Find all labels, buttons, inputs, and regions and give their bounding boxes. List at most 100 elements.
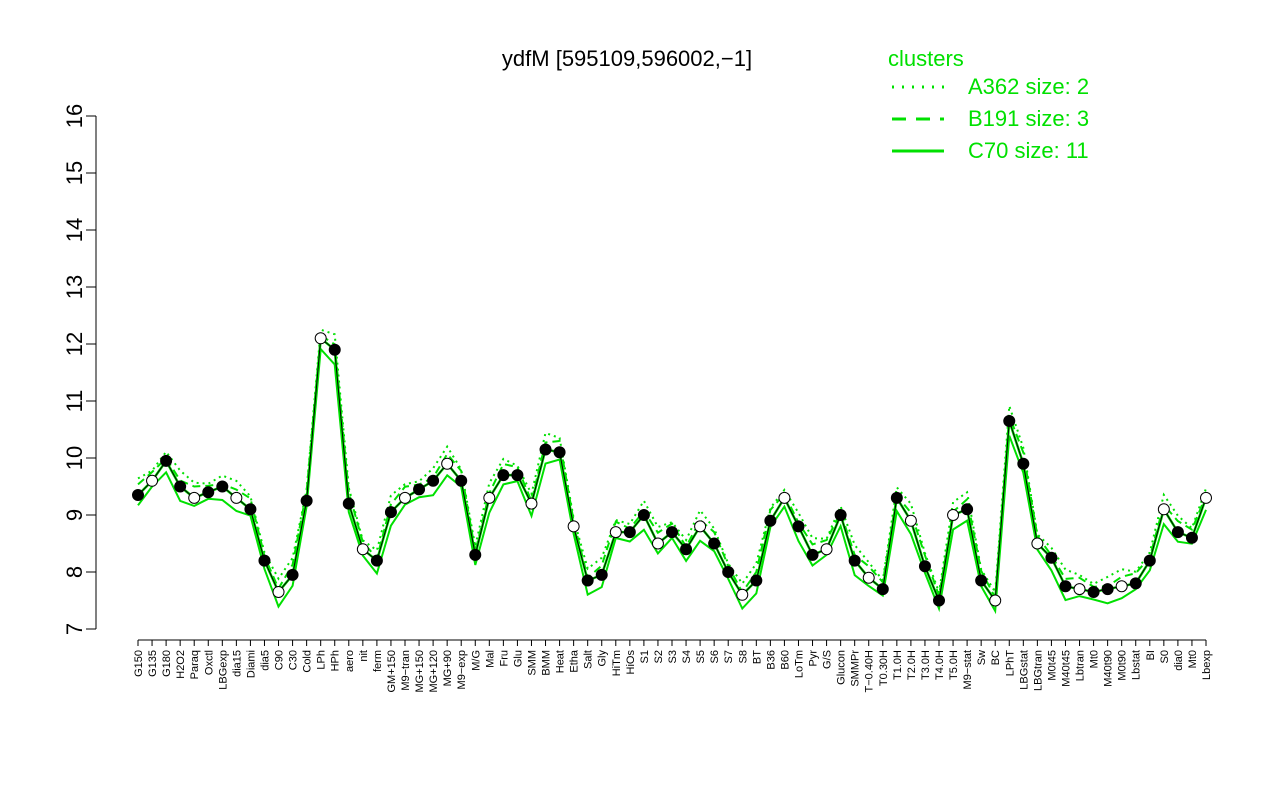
cluster-line-b191 [137, 333, 1207, 602]
data-point [890, 491, 903, 504]
y-tick-label: 14 [62, 218, 87, 242]
data-point [314, 332, 327, 345]
data-point [342, 497, 355, 510]
x-tick-label: M0t45 [1046, 650, 1058, 681]
x-tick-label: SMMPr [850, 650, 862, 687]
x-tick-label: G180 [161, 650, 173, 677]
data-point [1101, 583, 1114, 596]
x-tick-label: S2 [653, 650, 665, 663]
data-point [792, 520, 805, 533]
x-tick-label: Diami [245, 650, 257, 678]
x-tick-label: M40t45 [1060, 650, 1072, 687]
x-tick-label: Lbexp [1201, 650, 1213, 680]
x-tick-label: T5.0H [948, 650, 960, 680]
data-point [146, 474, 159, 487]
x-tick-label: MG+120 [428, 650, 440, 693]
data-point [1045, 551, 1058, 564]
legend-entry-label: A362 size: 2 [968, 74, 1089, 99]
x-tick-label: T−0.40H [864, 650, 876, 693]
x-tick-label: G/S [822, 650, 834, 669]
x-tick-label: BT [751, 650, 763, 664]
data-point [637, 509, 650, 521]
data-point [904, 514, 917, 527]
data-point [1017, 457, 1030, 470]
data-point [750, 574, 763, 587]
x-tick-label: G135 [147, 650, 159, 677]
x-tick-label: B36 [765, 650, 777, 670]
x-tick-label: BC [990, 650, 1002, 665]
data-point [778, 491, 791, 504]
chart-title: ydfM [595109,596002,−1] [502, 46, 752, 71]
data-point [455, 474, 468, 487]
data-point [666, 526, 678, 539]
x-tick-label: M9−stat [962, 650, 974, 689]
data-point [876, 583, 889, 596]
x-tick-label: S0 [1159, 650, 1171, 663]
data-point [399, 491, 411, 504]
x-tick-label: LPh [316, 650, 328, 670]
legend: clusters A362 size: 2 B191 size: 3 C70 siz… [888, 46, 1089, 163]
x-tick-label: S6 [709, 650, 721, 663]
data-point [722, 566, 735, 578]
x-tick-label: BMM [541, 650, 553, 676]
x-tick-label: Lbstat [1131, 650, 1143, 680]
data-point [567, 520, 580, 533]
data-point [975, 574, 988, 587]
data-point [680, 543, 693, 556]
data-point [216, 480, 229, 493]
x-tick-label: Glu [512, 650, 524, 667]
y-tick-label: 9 [62, 509, 87, 521]
y-tick-label: 16 [62, 104, 87, 128]
data-point [736, 588, 749, 601]
data-point [1073, 583, 1086, 596]
x-tick-label: S1 [639, 650, 651, 663]
x-tick-label: Sw [976, 650, 988, 665]
x-tick-label: dia15 [231, 650, 243, 677]
data-point [1129, 577, 1142, 590]
x-tick-label: aero [344, 650, 356, 672]
legend-title: clusters [888, 46, 964, 71]
data-point [623, 526, 636, 539]
data-point [132, 489, 144, 502]
data-point [174, 480, 187, 493]
x-tick-label: M40t90 [1103, 650, 1115, 687]
plot-area [132, 328, 1212, 615]
x-tick-label: Heat [555, 650, 567, 673]
x-tick-label: HPh [330, 650, 342, 671]
x-tick-label: Lbtran [1075, 650, 1087, 681]
x-tick-label: Gly [597, 650, 609, 667]
data-point [764, 514, 777, 527]
data-point [651, 537, 664, 550]
x-tick-label: S8 [737, 650, 749, 663]
data-point [581, 574, 594, 587]
data-point [384, 506, 397, 519]
x-tick-label: S5 [695, 650, 707, 663]
x-tick-label: dia5 [259, 650, 271, 671]
y-tick-label: 11 [62, 390, 87, 413]
cluster-line-c70-upper [137, 346, 1207, 615]
data-point [258, 554, 271, 567]
data-point [497, 469, 510, 482]
y-tick-label: 12 [62, 332, 87, 356]
data-point [1185, 531, 1198, 544]
data-point [441, 457, 454, 470]
x-tick-label: B60 [779, 650, 791, 670]
legend-entry-label: B191 size: 3 [968, 106, 1089, 131]
data-point [806, 548, 819, 561]
data-point [413, 483, 426, 496]
data-point [1087, 585, 1100, 598]
x-tick-label: Etha [569, 649, 581, 673]
x-tick-label: T0.30H [878, 650, 890, 686]
y-tick-label: 13 [62, 275, 87, 299]
x-tick-label: C30 [288, 650, 300, 670]
data-point [609, 526, 622, 539]
y-axis: 7 8 9 10 11 12 13 14 15 16 [62, 104, 97, 635]
x-tick-label: LBGexp [217, 650, 229, 690]
x-tick-label: HiOs [625, 650, 637, 675]
data-point [820, 543, 833, 556]
x-tick-label: nit [358, 650, 370, 662]
x-tick-label: Paraq [189, 650, 201, 679]
data-point [483, 491, 496, 504]
data-point [539, 443, 552, 456]
